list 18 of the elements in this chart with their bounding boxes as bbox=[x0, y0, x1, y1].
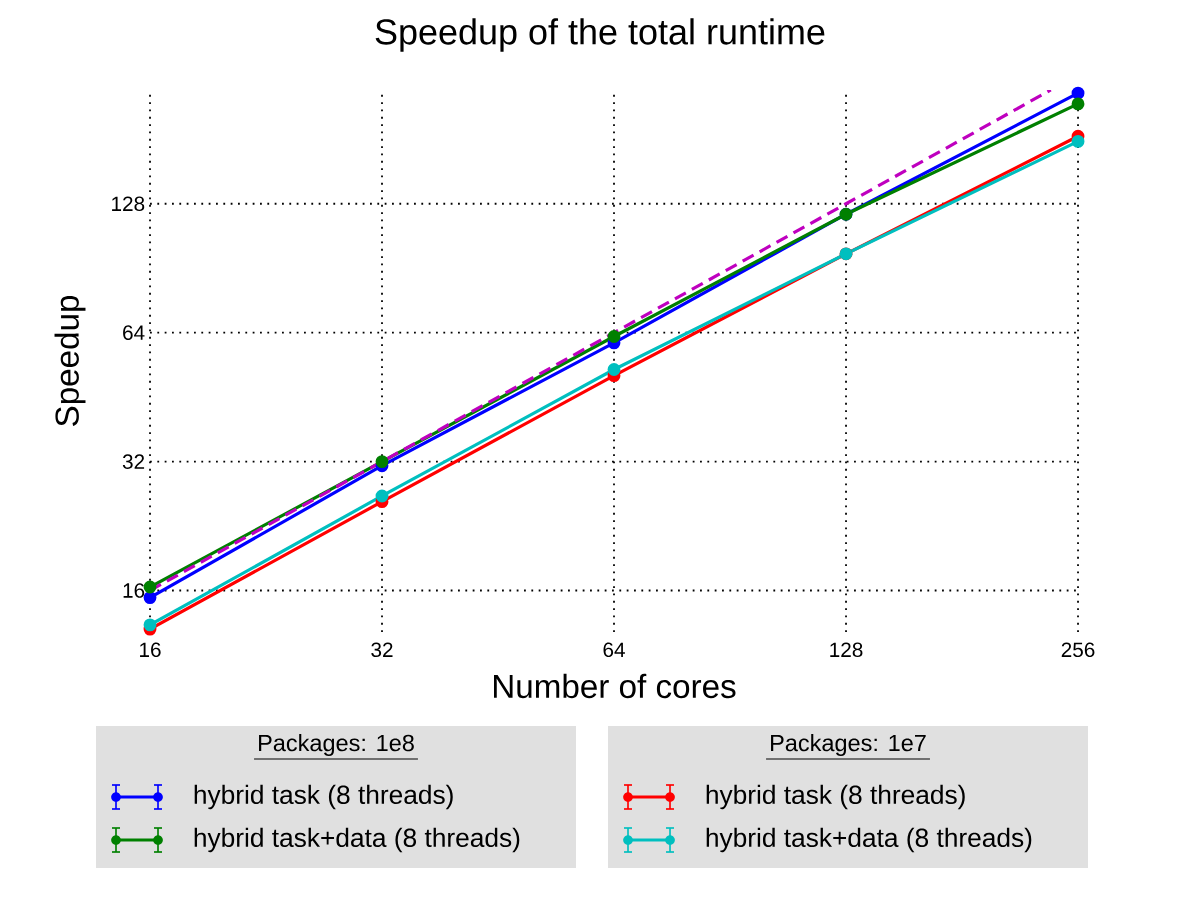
x-axis-title: Number of cores bbox=[494, 673, 736, 699]
legend-label: hybrid task+data (8 threads) bbox=[706, 827, 1032, 853]
y-tick-label: 16 bbox=[123, 583, 145, 598]
text: Packages: 1e7 bbox=[771, 734, 926, 756]
x-tick-label: 32 bbox=[371, 642, 393, 658]
x-tick-label: 128 bbox=[830, 642, 863, 658]
chart-title: Speedup of the total runtime bbox=[375, 18, 825, 52]
legend-label: hybrid task (8 threads) bbox=[706, 784, 965, 810]
y-tick-label: 64 bbox=[123, 325, 145, 341]
y-axis-title: Speedup bbox=[54, 295, 86, 426]
x-tick-label: 256 bbox=[1061, 642, 1095, 658]
y-tick-label: 128 bbox=[112, 196, 145, 212]
x-tick-label: 64 bbox=[603, 642, 625, 658]
text: Packages: 1e8 bbox=[259, 734, 414, 756]
legend-label: hybrid task (8 threads) bbox=[194, 784, 453, 810]
legend-label: hybrid task+data (8 threads) bbox=[194, 827, 520, 853]
x-tick-label: 16 bbox=[140, 642, 161, 658]
y-tick-label: 32 bbox=[122, 454, 145, 469]
